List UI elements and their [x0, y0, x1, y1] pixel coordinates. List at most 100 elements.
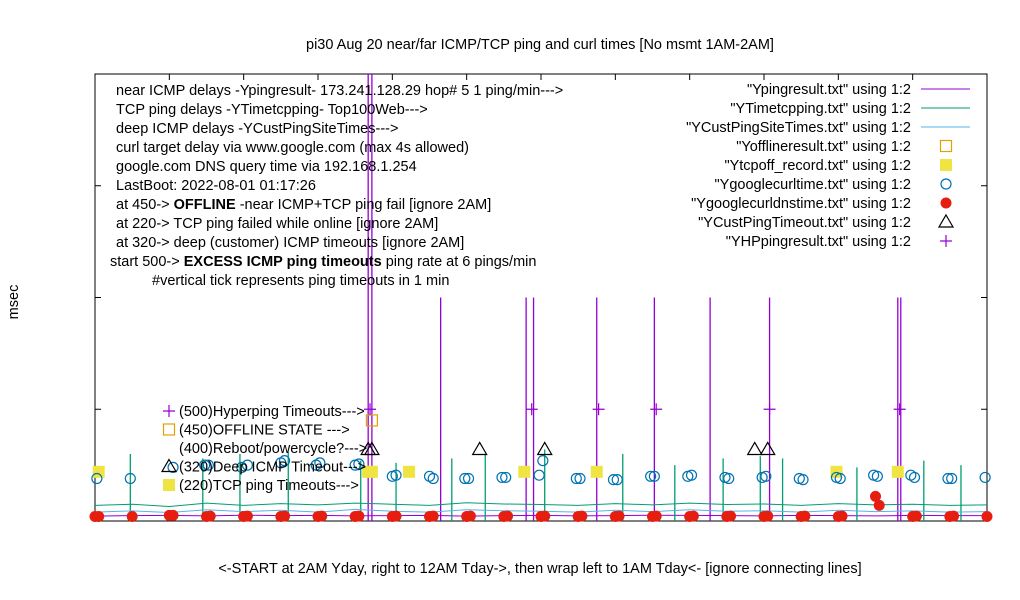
legend-swatch [937, 213, 955, 228]
info-line-pre: start 500-> [110, 254, 184, 270]
legend-label: "Yofflineresult.txt" using 1:2 [736, 139, 911, 155]
legend-label: "Ypingresult.txt" using 1:2 [747, 82, 911, 98]
chart-title: pi30 Aug 20 near/far ICMP/TCP ping and c… [306, 37, 774, 53]
data-point [314, 457, 326, 469]
data-point [365, 465, 378, 478]
legend-swatch [940, 197, 952, 209]
plot-area [89, 74, 993, 523]
data-point [278, 455, 291, 467]
data-point [891, 465, 904, 478]
key-marker [160, 458, 178, 473]
data-point [592, 403, 605, 416]
info-line-post: -near ICMP+TCP ping fail [ignore 2AM] [236, 197, 492, 213]
data-point [464, 510, 476, 522]
data-point [316, 510, 328, 522]
info-line: near ICMP delays -Ypingresult- 173.241.1… [116, 83, 563, 99]
data-point [570, 472, 582, 485]
legend-swatch [940, 178, 952, 190]
data-point [462, 472, 475, 485]
data-point [685, 469, 698, 481]
series-8 [364, 403, 906, 416]
data-point [502, 510, 514, 522]
data-point [236, 461, 248, 473]
data-point [797, 474, 809, 486]
data-point [353, 510, 365, 522]
data-point [353, 458, 365, 470]
data-point [536, 441, 553, 456]
data-point [607, 474, 620, 486]
key-marker [163, 479, 175, 491]
series-6 [89, 490, 993, 523]
series-line [94, 502, 988, 508]
data-point [893, 403, 906, 416]
data-point [576, 510, 588, 522]
data-point [204, 510, 216, 522]
info-line-pre: at 450-> [116, 197, 174, 213]
data-point [91, 472, 103, 485]
data-point [908, 471, 921, 484]
info-line: LastBoot: 2022-08-01 01:17:26 [116, 178, 316, 194]
info-line: at 450-> OFFLINE -near ICMP+TCP ping fai… [116, 197, 491, 213]
y-axis-label: msec [6, 285, 22, 320]
data-point [390, 510, 402, 522]
data-point [762, 510, 774, 522]
data-point [403, 465, 416, 478]
data-point [763, 403, 776, 416]
key-label: (500)Hyperping Timeouts---> [179, 404, 365, 420]
key-label: (220)TCP ping Timeouts---> [179, 478, 359, 494]
info-line-post: ping rate at 6 pings/min [382, 254, 537, 270]
data-point [946, 472, 958, 485]
data-point [126, 511, 138, 523]
key-label: (450)OFFLINE STATE ---> [179, 423, 350, 439]
data-point [496, 471, 508, 484]
data-point [613, 510, 625, 522]
legend-label: "YCustPingSiteTimes.txt" using 1:2 [686, 120, 911, 136]
info-line: at 320-> deep (customer) ICMP timeouts [… [116, 235, 464, 251]
data-point [363, 441, 380, 456]
legend-label: "YHPpingresult.txt" using 1:2 [726, 234, 911, 250]
data-point [650, 510, 662, 522]
series-5 [91, 455, 991, 486]
data-point [241, 510, 253, 522]
legend: "Ypingresult.txt" using 1:2 "YTimetcpping… [686, 82, 970, 250]
data-point [518, 465, 531, 478]
data-point [427, 510, 439, 522]
info-line: google.com DNS query time via 192.168.1.… [116, 159, 417, 175]
legend-label: "Ygooglecurltime.txt" using 1:2 [715, 177, 911, 193]
data-point [365, 414, 378, 427]
legend-label: "Ygooglecurldnstime.txt" using 1:2 [691, 196, 911, 212]
data-point [459, 472, 471, 485]
series-3 [365, 414, 378, 427]
data-point [905, 469, 917, 481]
data-point [759, 441, 776, 456]
data-point [910, 510, 922, 522]
data-point [870, 490, 881, 502]
data-point [525, 403, 538, 416]
data-point [537, 455, 549, 467]
data-point [423, 470, 436, 482]
info-line: start 500-> EXCESS ICMP ping timeouts pi… [110, 254, 536, 270]
series-4 [92, 465, 904, 478]
info-line-bold: EXCESS ICMP ping timeouts [184, 254, 382, 270]
data-point [760, 470, 772, 482]
data-point [241, 459, 253, 471]
data-point [611, 474, 623, 486]
data-point [124, 472, 136, 485]
data-point [873, 499, 885, 511]
timeout-key-labels: (500)Hyperping Timeouts---> (450)OFFLINE … [160, 404, 367, 494]
info-line: curl target delay via www.google.com (ma… [116, 140, 469, 156]
legend-label: "Ytcpoff_record.txt" using 1:2 [724, 158, 911, 174]
data-point [539, 510, 551, 522]
info-line: #vertical tick represents ping timeouts … [152, 273, 449, 289]
data-point [471, 441, 488, 456]
data-point [574, 472, 586, 485]
data-point [942, 472, 954, 485]
data-point [645, 470, 657, 482]
info-line: TCP ping delays -YTimetcpping- Top100Web… [116, 102, 428, 118]
legend-swatch [940, 159, 952, 171]
series-7 [360, 441, 776, 456]
data-point [427, 472, 439, 485]
legend-swatch [939, 139, 953, 153]
data-point [834, 472, 846, 485]
data-point [836, 510, 848, 522]
